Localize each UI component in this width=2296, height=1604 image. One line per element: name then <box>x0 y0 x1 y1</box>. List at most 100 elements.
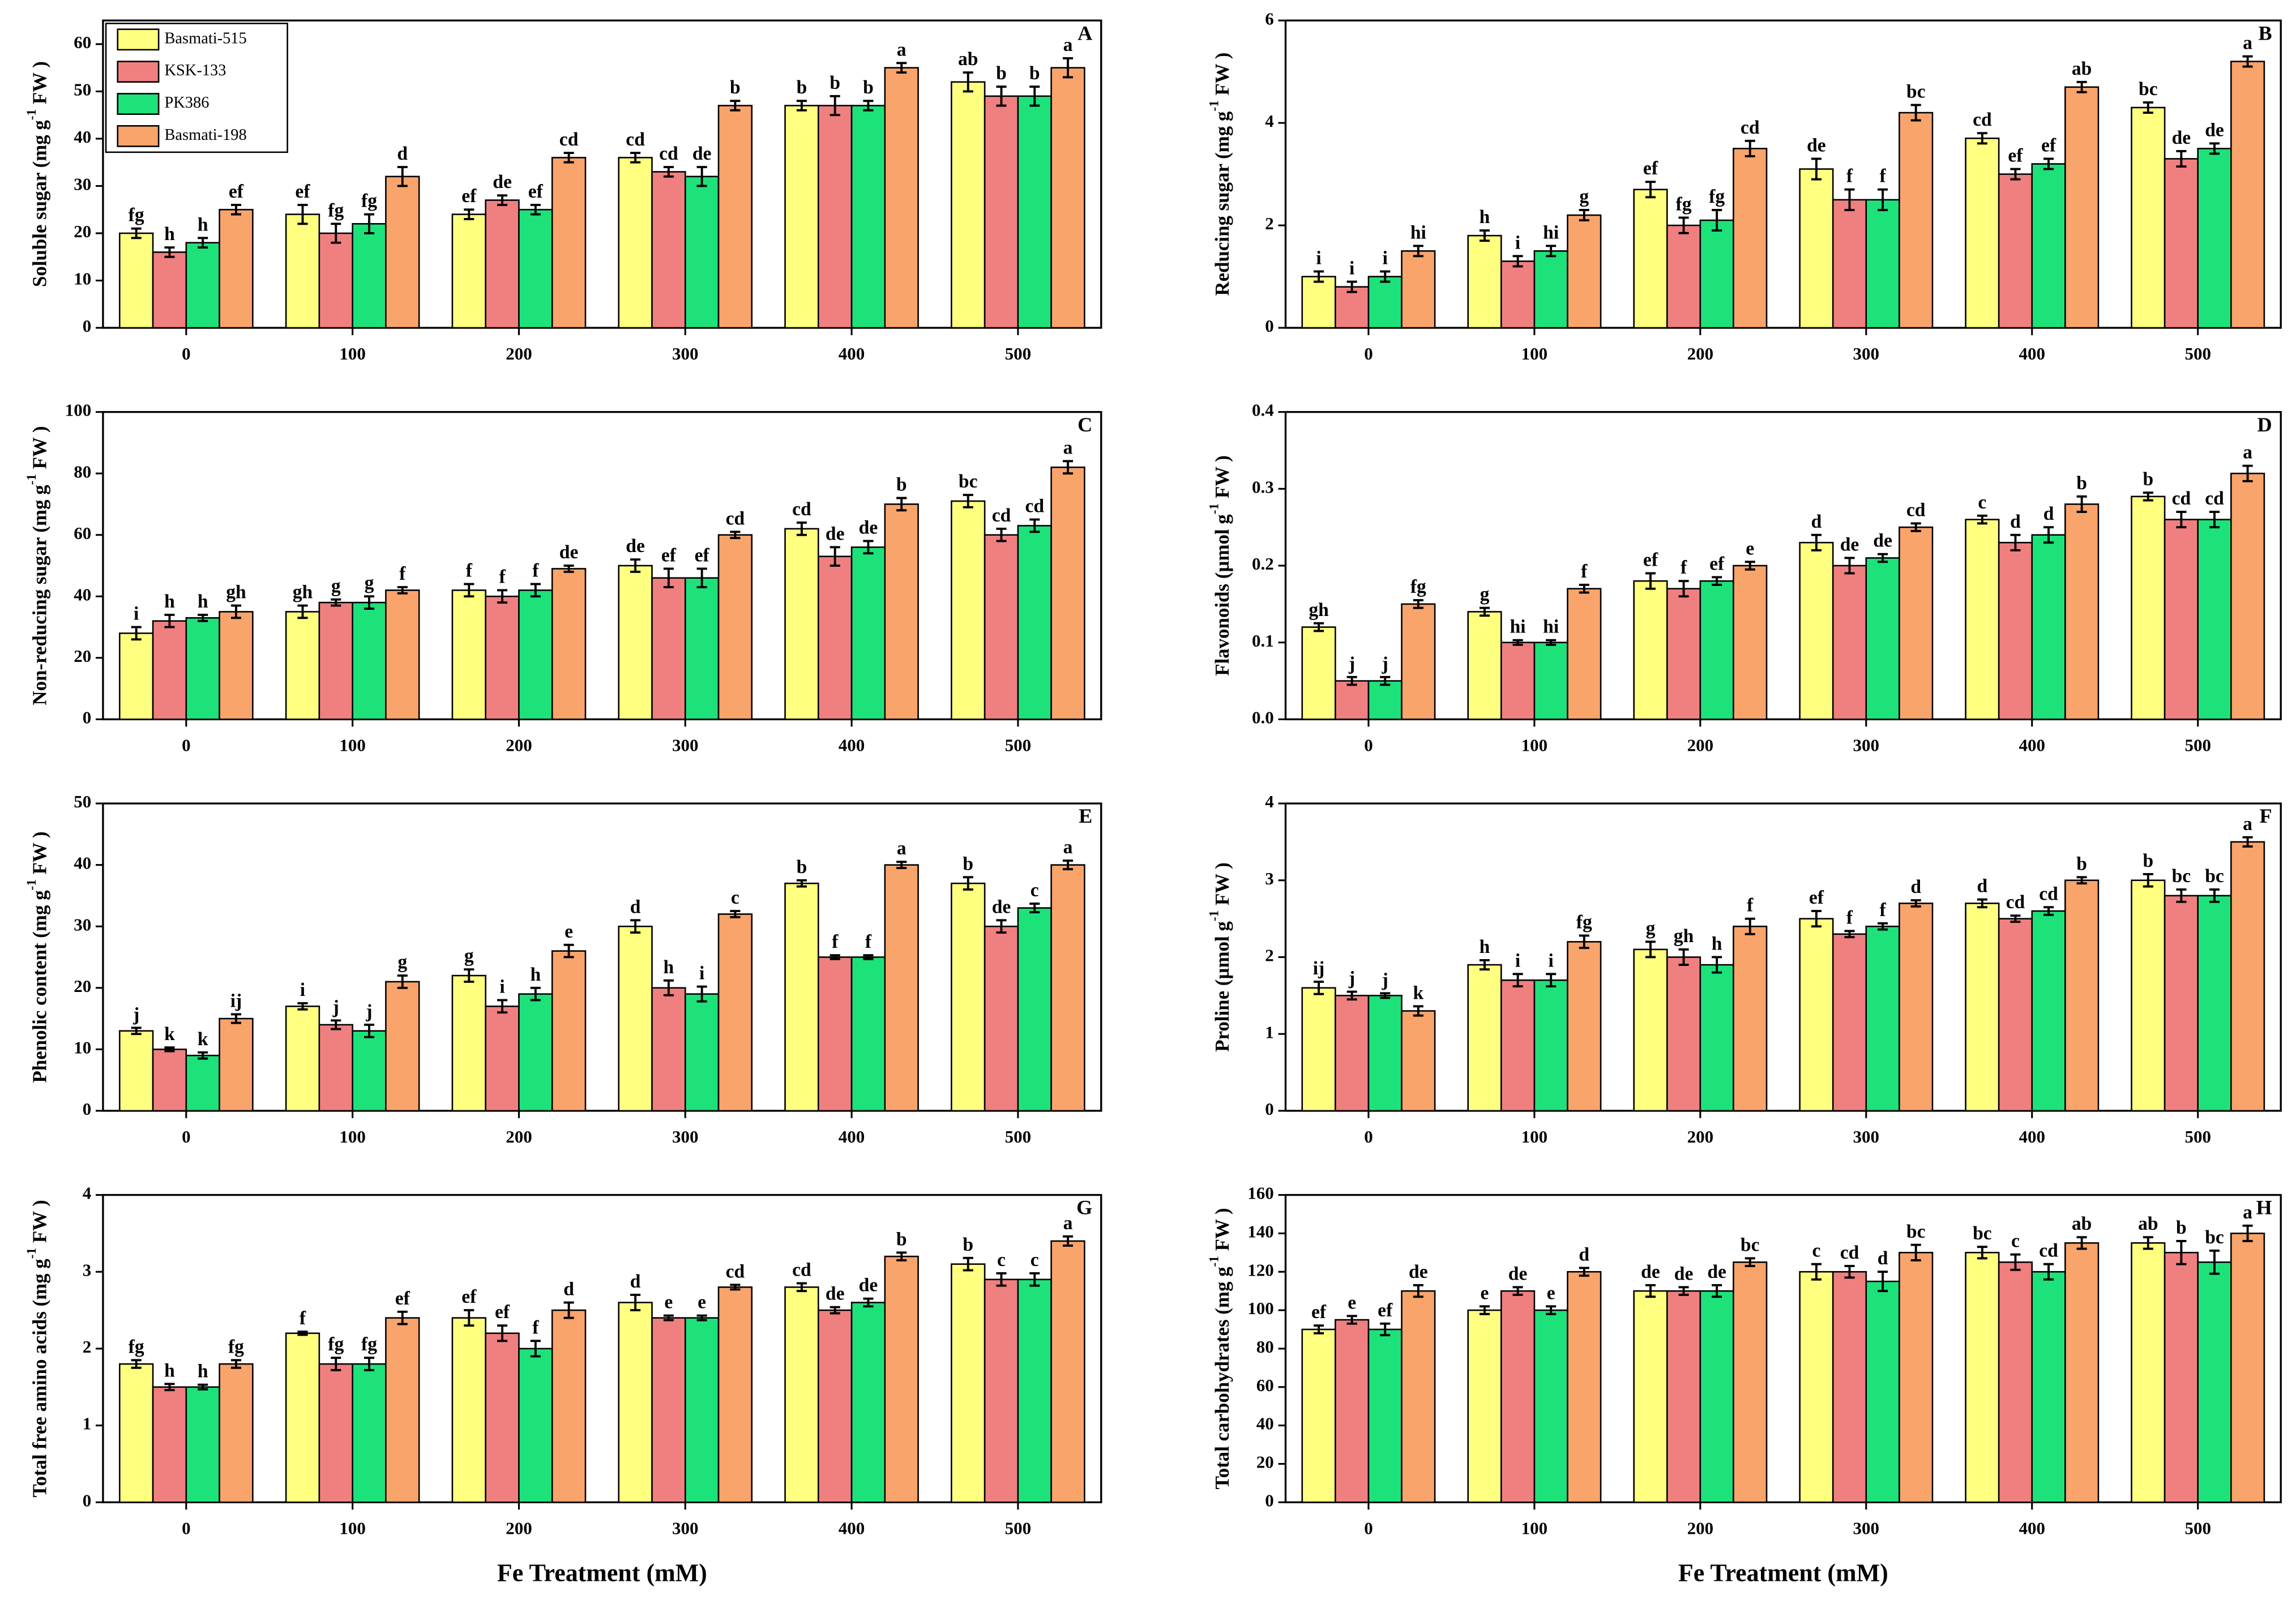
bar <box>684 1317 720 1503</box>
error-bar <box>730 531 741 540</box>
bar <box>1017 95 1052 329</box>
error-bar <box>2076 1236 2087 1250</box>
bar <box>2230 841 2265 1112</box>
x-tick-label: 200 <box>1687 1519 1714 1538</box>
error-bar <box>1910 899 1921 908</box>
bar <box>1633 948 1668 1112</box>
bar <box>285 213 320 329</box>
significance-letter: h <box>530 964 541 985</box>
bar <box>2064 1242 2100 1503</box>
bar <box>618 564 653 720</box>
x-tick-label: 300 <box>1853 735 1880 755</box>
significance-letter: bc <box>2205 866 2224 887</box>
bar <box>1998 542 2033 720</box>
significance-letter: ef <box>229 181 244 202</box>
bar <box>1799 168 1834 329</box>
error-bar <box>331 1019 341 1030</box>
error-bar <box>530 583 541 598</box>
y-tick-label: 6 <box>1265 8 1274 28</box>
error-bar <box>1977 1246 1987 1260</box>
y-axis-label-main: Soluble sugar (mg g <box>28 120 50 287</box>
significance-letter: c <box>731 887 739 908</box>
y-tick-label: 10 <box>74 269 91 289</box>
significance-letter: g <box>1579 186 1589 207</box>
y-axis-label-sup: -1 <box>24 879 39 890</box>
bar <box>2131 495 2166 720</box>
bar <box>352 1363 387 1503</box>
error-bar <box>1977 898 1987 909</box>
error-bar <box>2143 101 2153 114</box>
error-bar <box>663 166 674 178</box>
bar <box>1335 680 1370 720</box>
significance-letter: b <box>963 853 973 874</box>
significance-letter: f <box>399 563 406 584</box>
significance-letter: g <box>464 946 474 966</box>
bar <box>1301 987 1336 1112</box>
significance-letter: i <box>1515 232 1520 253</box>
bar <box>1017 525 1052 720</box>
y-tick-label: 100 <box>1247 1298 1274 1318</box>
error-bar <box>1314 270 1324 283</box>
error-bar <box>2209 888 2220 903</box>
error-bar <box>1712 956 1722 974</box>
legend-swatch <box>117 125 160 147</box>
error-bar <box>2209 142 2220 155</box>
bar <box>1301 626 1336 720</box>
error-bar <box>2010 914 2021 923</box>
bar <box>2164 895 2199 1112</box>
bar <box>651 171 686 329</box>
error-bar <box>1910 522 1921 532</box>
significance-letter: de <box>1840 534 1859 555</box>
bar <box>1050 1240 1085 1503</box>
error-bar <box>1878 553 1888 563</box>
bar <box>884 864 919 1112</box>
error-bar <box>1380 675 1391 686</box>
significance-letter: fg <box>328 1334 344 1355</box>
bar <box>651 577 686 720</box>
x-tick-label: 200 <box>1687 735 1714 755</box>
y-tick-label: 140 <box>1247 1221 1274 1241</box>
error-bar <box>331 223 341 244</box>
bar <box>1699 219 1734 329</box>
bar <box>684 176 720 329</box>
error-bar <box>1678 580 1689 598</box>
x-tick-label: 200 <box>1687 1127 1714 1147</box>
significance-letter: ij <box>1313 958 1325 979</box>
error-bar <box>1314 622 1324 632</box>
error-bar <box>630 152 641 164</box>
bar <box>2164 158 2199 329</box>
plot-frame <box>102 802 1102 1112</box>
bar <box>1017 907 1052 1112</box>
bar <box>318 1363 353 1503</box>
y-axis-label: Total carbohydrates (mg g-1 FW ) <box>1207 1208 1233 1489</box>
significance-letter: fg <box>1576 912 1592 933</box>
bar <box>1899 526 1934 720</box>
error-bar <box>996 919 1007 934</box>
significance-letter: ef <box>295 181 310 202</box>
error-bar <box>1546 973 1557 988</box>
panel: 0 20 40 60 80 100 120 140 160 Total carbohydrates… <box>1207 1183 2282 1587</box>
significance-letter: bc <box>2139 79 2158 100</box>
significance-letter: g <box>1480 584 1490 605</box>
x-tick-label: 300 <box>672 344 699 363</box>
error-bar <box>896 497 907 512</box>
legend-swatch <box>117 93 160 115</box>
y-tick-label: 60 <box>1256 1375 1274 1395</box>
significance-letter: a <box>1063 35 1073 55</box>
error-bar <box>1811 910 1822 928</box>
significance-letter: ef <box>695 545 710 566</box>
x-tick-label: 500 <box>1005 1127 1031 1147</box>
error-bar <box>2076 495 2087 513</box>
significance-letter: f <box>532 1317 539 1338</box>
bar <box>951 882 986 1112</box>
significance-letter: b <box>730 77 741 98</box>
bar <box>1733 148 1768 329</box>
x-tick-label: 100 <box>339 344 366 363</box>
error-bar <box>896 62 907 74</box>
error-bar <box>2043 526 2054 544</box>
significance-letter: d <box>1579 1244 1589 1265</box>
y-tick-label: 4 <box>83 1183 92 1203</box>
panel: 0 10 20 30 40 50 60 Soluble sugar (mg g-1 FW ) A… <box>24 19 1102 363</box>
significance-letter: de <box>493 172 512 193</box>
y-axis-label-sup: -1 <box>1207 503 1222 514</box>
